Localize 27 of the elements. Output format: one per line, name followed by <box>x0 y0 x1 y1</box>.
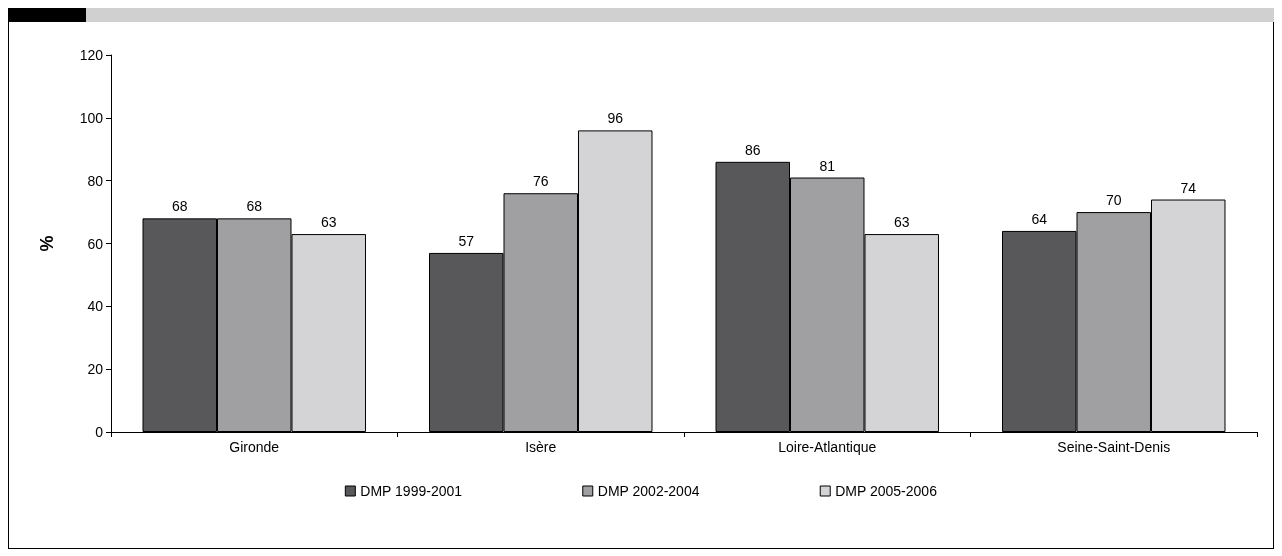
legend-label: DMP 1999-2001 <box>360 483 463 499</box>
data-label: 57 <box>458 232 475 249</box>
x-tick-label: Seine-Saint-Denis <box>1057 439 1171 455</box>
x-tick-label: Isère <box>525 439 557 455</box>
data-label: 81 <box>819 157 836 174</box>
data-label: 64 <box>1031 210 1048 227</box>
legend-label: DMP 2005-2006 <box>835 483 938 499</box>
data-label: 96 <box>607 110 624 127</box>
data-label: 68 <box>171 198 188 215</box>
data-label: 70 <box>1105 192 1122 209</box>
data-label: 68 <box>246 198 263 215</box>
y-tick-label: 60 <box>87 235 104 252</box>
y-tick-label: 0 <box>95 424 104 440</box>
data-label: 63 <box>893 214 910 231</box>
x-tick-label: Gironde <box>229 439 280 455</box>
y-tick-label: 80 <box>87 172 104 189</box>
legend-label: DMP 2002-2004 <box>597 483 700 499</box>
y-axis-title: % <box>37 235 57 252</box>
y-tick-label: 100 <box>79 109 104 126</box>
data-label: 74 <box>1180 179 1197 196</box>
x-tick-label: Loire-Atlantique <box>778 439 877 455</box>
y-tick-label: 40 <box>87 298 104 315</box>
y-tick-label: 120 <box>79 47 104 63</box>
data-label: 76 <box>532 173 549 190</box>
data-label: 63 <box>320 214 337 231</box>
y-tick-label: 20 <box>87 361 104 378</box>
data-label: 86 <box>744 141 761 158</box>
